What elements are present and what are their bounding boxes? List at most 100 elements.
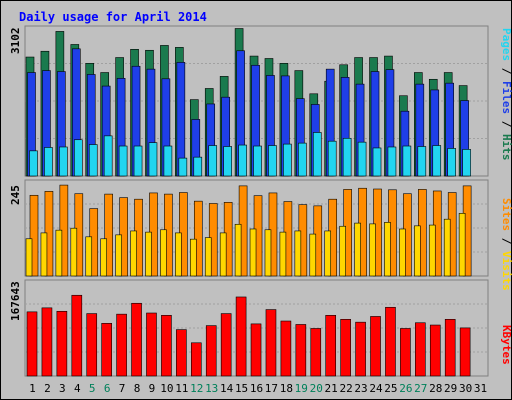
bar-kbytes xyxy=(205,325,217,377)
bar-kbytes xyxy=(176,329,187,377)
legend-middle: Sites / Visits xyxy=(500,198,512,291)
bar-sites xyxy=(428,224,436,277)
legend-sites: Sites xyxy=(500,198,512,231)
chart-title: Daily usage for April 2014 xyxy=(19,10,207,24)
x-tick-label: 11 xyxy=(175,382,188,395)
y-max-label-middle: 245 xyxy=(9,185,22,205)
bar-pages xyxy=(163,145,173,177)
x-tick-label: 6 xyxy=(104,382,111,395)
bar-sites xyxy=(443,218,451,277)
bar-kbytes xyxy=(340,319,351,377)
bar-sites xyxy=(399,228,406,277)
legend-kbytes: KBytes xyxy=(500,325,512,365)
panel-visits-sites xyxy=(24,179,489,277)
bar-pages xyxy=(327,140,337,177)
x-tick-label: 8 xyxy=(134,382,141,395)
bar-sites xyxy=(294,230,302,277)
bar-kbytes xyxy=(131,302,142,377)
legend-sep-3: / xyxy=(500,231,512,251)
bar-kbytes xyxy=(116,313,127,377)
x-tick-label: 25 xyxy=(384,382,397,395)
x-tick-label: 9 xyxy=(149,382,156,395)
x-tick-label: 3 xyxy=(59,382,66,395)
bar-kbytes xyxy=(310,328,322,377)
bar-kbytes xyxy=(265,309,277,377)
x-tick-label: 26 xyxy=(399,382,412,395)
bar-sites xyxy=(339,225,346,277)
bar-pages xyxy=(447,148,456,177)
bar-sites xyxy=(145,231,152,277)
x-tick-label: 7 xyxy=(119,382,126,395)
bar-pages xyxy=(283,143,292,177)
legend-pages: Pages xyxy=(500,28,512,61)
bar-pages xyxy=(432,145,442,177)
bar-sites xyxy=(219,232,227,277)
bar-kbytes xyxy=(56,310,68,377)
legend-top: Pages / Files / Hits xyxy=(500,28,512,161)
x-tick-label: 22 xyxy=(339,382,352,395)
x-tick-label: 21 xyxy=(325,382,338,395)
bar-kbytes xyxy=(101,323,112,377)
bar-kbytes xyxy=(146,312,157,377)
bar-pages xyxy=(59,146,68,177)
legend-bottom: KBytes xyxy=(500,325,512,365)
bar-visits xyxy=(193,200,203,277)
bar-kbytes xyxy=(86,313,98,377)
x-tick-label: 18 xyxy=(280,382,293,395)
bar-pages xyxy=(312,132,322,177)
bar-pages xyxy=(387,146,397,177)
bar-kbytes xyxy=(280,320,292,377)
bar-pages xyxy=(103,135,113,177)
bar-sites xyxy=(458,213,466,277)
bar-pages xyxy=(462,149,471,177)
legend-sep-1: / xyxy=(500,61,512,81)
bar-sites xyxy=(55,229,63,277)
bar-kbytes xyxy=(71,294,83,377)
bar-kbytes xyxy=(444,319,456,377)
x-tick-label: 24 xyxy=(369,382,383,395)
x-tick-label: 31 xyxy=(474,382,487,395)
x-tick-label: 16 xyxy=(250,382,263,395)
bar-kbytes xyxy=(355,321,366,377)
bar-sites xyxy=(175,232,182,277)
bar-kbytes xyxy=(250,323,262,377)
bar-pages xyxy=(44,147,53,177)
x-tick-label: 4 xyxy=(74,382,81,395)
bar-sites xyxy=(249,228,257,277)
bar-kbytes xyxy=(220,313,232,377)
bar-sites xyxy=(130,230,137,277)
bar-sites xyxy=(160,229,167,277)
x-tick-label: 29 xyxy=(444,382,457,395)
bar-pages xyxy=(402,145,412,177)
bar-pages xyxy=(268,145,277,177)
bar-pages xyxy=(133,145,143,177)
bar-kbytes xyxy=(400,328,411,377)
panel-kbytes xyxy=(24,279,489,377)
bar-pages xyxy=(193,156,203,177)
bar-sites xyxy=(279,231,287,277)
x-tick-label: 15 xyxy=(235,382,248,395)
bar-sites xyxy=(354,222,361,277)
bar-sites xyxy=(324,230,332,277)
bar-pages xyxy=(253,145,262,177)
bar-pages xyxy=(88,144,98,177)
bar-sites xyxy=(25,238,33,277)
y-max-label-top: 3102 xyxy=(9,28,22,55)
svg-text:Pages / Files / Hits: Pages / Files / Hits xyxy=(500,28,512,161)
x-tick-label: 19 xyxy=(295,382,308,395)
bar-kbytes xyxy=(41,307,53,377)
bar-kbytes xyxy=(385,306,396,377)
bar-sites xyxy=(234,223,242,277)
bar-sites xyxy=(264,229,272,277)
bar-pages xyxy=(372,147,382,177)
x-tick-label: 28 xyxy=(429,382,442,395)
x-tick-label: 1 xyxy=(29,382,36,395)
x-tick-label: 13 xyxy=(205,382,218,395)
bar-pages xyxy=(342,137,352,177)
bar-pages xyxy=(74,139,83,177)
x-tick-label: 30 xyxy=(459,382,472,395)
bar-pages xyxy=(118,145,128,177)
legend-hits: Hits xyxy=(500,134,512,161)
bar-pages xyxy=(298,142,307,177)
